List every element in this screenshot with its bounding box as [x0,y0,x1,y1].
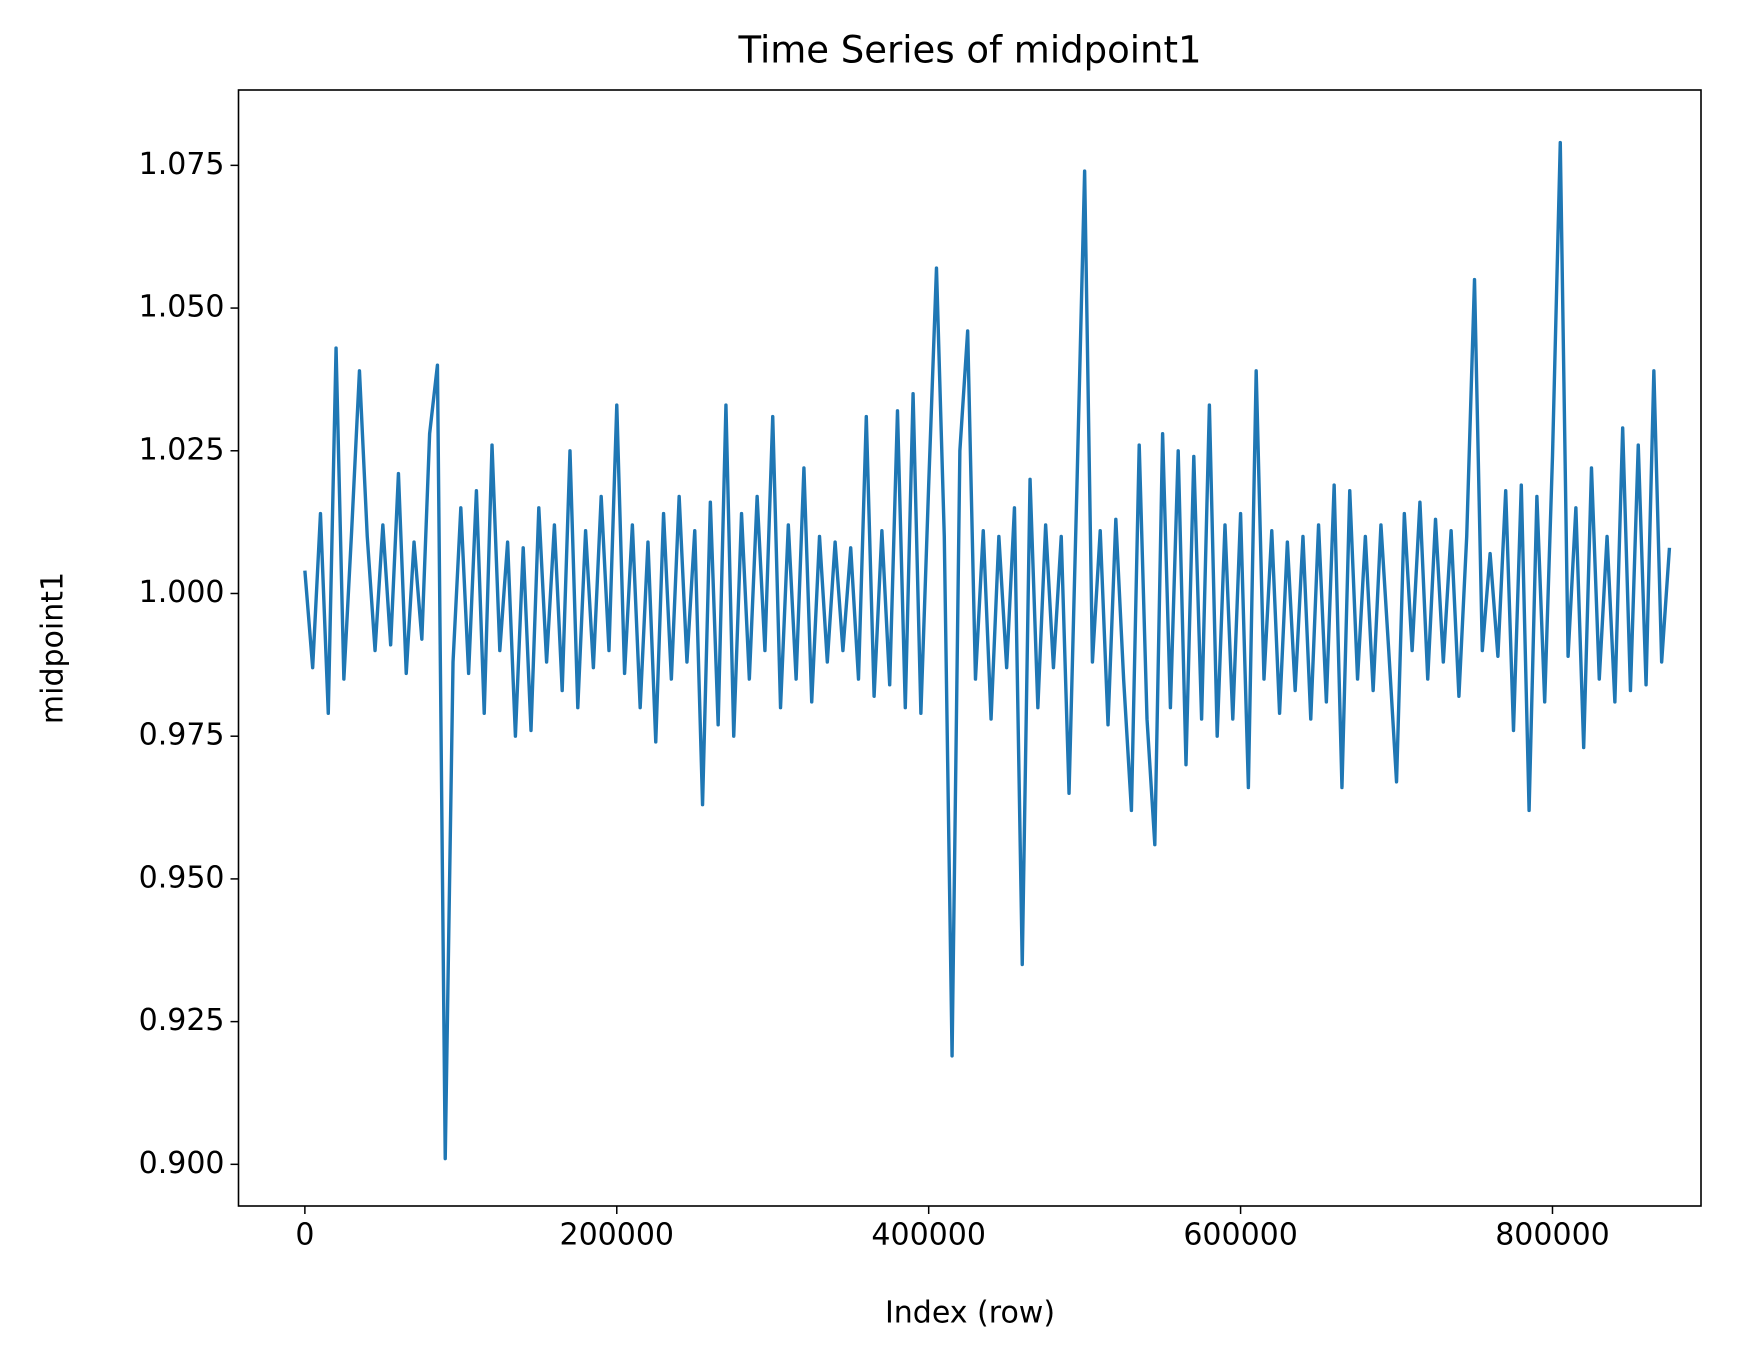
x-axis-label: Index (row) [885,1296,1055,1331]
data-line [303,140,1672,1161]
plot-frame [237,89,1702,1207]
x-tick-label: 200000 [560,1218,675,1253]
y-axis-label: midpoint1 [36,572,71,724]
y-tick-label: 0.900 [139,1146,225,1181]
y-tick-label: 0.925 [139,1003,225,1038]
x-tick-label: 800000 [1495,1218,1610,1253]
y-tick-label: 1.000 [139,575,225,610]
x-tick-label: 400000 [871,1218,986,1253]
y-tick-label: 1.075 [139,147,225,182]
x-tick-label: 0 [295,1218,314,1253]
y-tick-label: 0.950 [139,860,225,895]
chart-title: Time Series of midpoint1 [738,29,1202,72]
y-tick-label: 0.975 [139,718,225,753]
y-tick-label: 1.050 [139,290,225,325]
x-tick-label: 600000 [1183,1218,1298,1253]
y-tick-label: 1.025 [139,432,225,467]
